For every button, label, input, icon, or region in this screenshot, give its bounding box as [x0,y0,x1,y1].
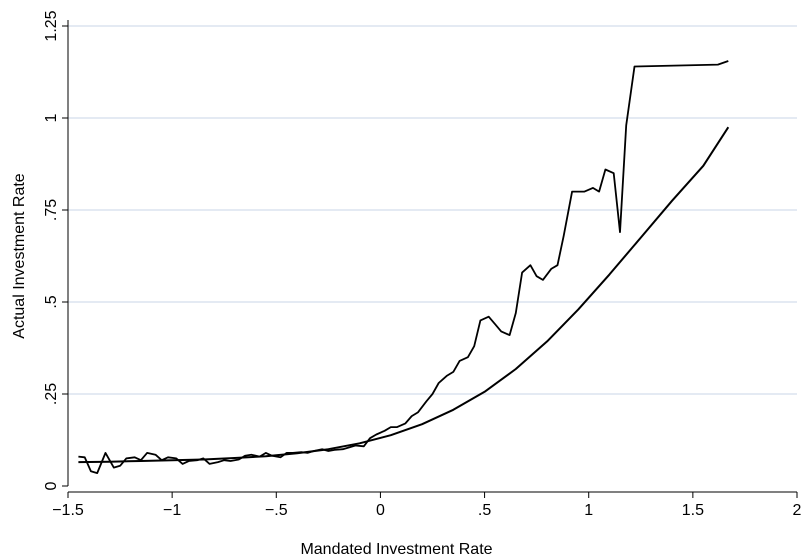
x-tick-label: 2 [793,502,802,519]
series-line-binned [78,60,729,475]
y-tick-label: .5 [43,295,60,308]
tick-labels: 0 .25 .5 .75 1 1.25 −1.5 −1 −.5 0 .5 1 1.5 2 [43,10,802,519]
gridlines [68,25,797,395]
x-tick-label: 1.5 [682,502,704,519]
y-axis-label: Actual Investment Rate [11,173,28,339]
x-tick-label: 0 [376,502,385,519]
series-lines [78,60,730,475]
x-axis-label: Mandated Investment Rate [300,541,492,558]
x-tick-label: −1 [163,502,181,519]
x-tick-label: .5 [478,502,491,519]
x-tick-label: −.5 [265,502,288,519]
y-tick-label: 1 [43,113,60,122]
y-tick-label: 1.25 [43,10,60,41]
axes [62,20,798,498]
x-tick-label: 1 [584,502,593,519]
x-tick-label: −1.5 [52,502,84,519]
y-tick-label: .75 [43,199,60,221]
y-tick-label: .25 [43,383,60,405]
series-line-fitted [78,126,730,464]
y-tick-label: 0 [43,481,60,490]
